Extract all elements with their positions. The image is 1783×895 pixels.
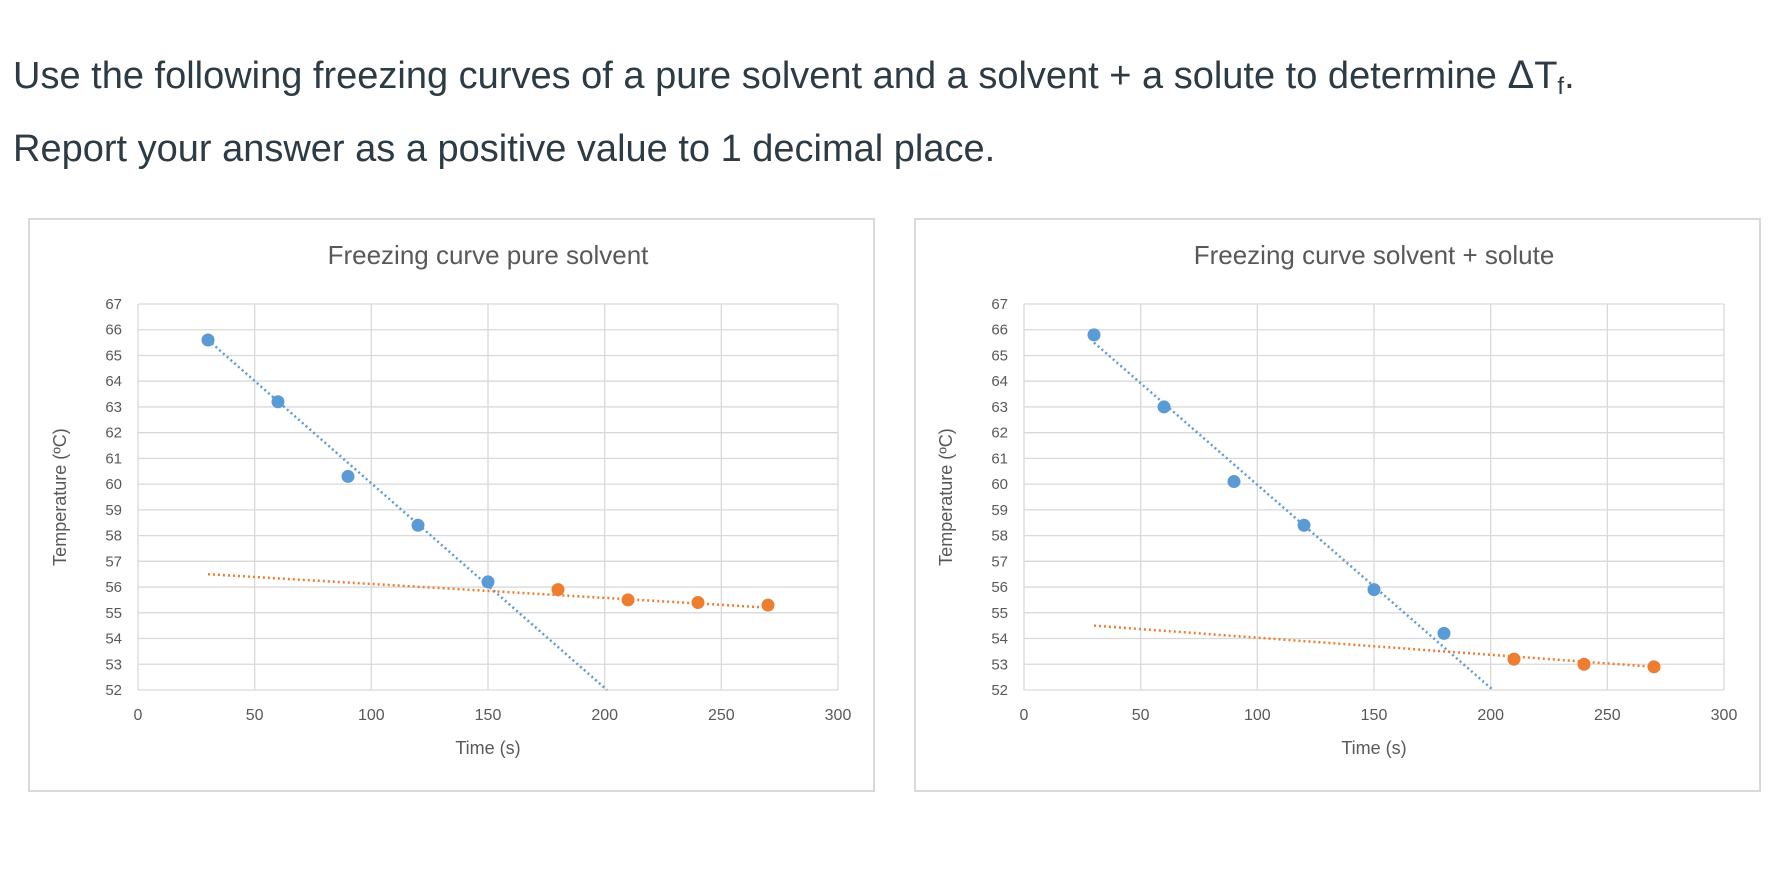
y-tick-label: 55 bbox=[991, 605, 1008, 622]
x-tick-label: 250 bbox=[708, 707, 735, 724]
x-tick-label: 100 bbox=[358, 707, 385, 724]
y-tick-label: 66 bbox=[105, 322, 122, 339]
x-axis-label: Time (s) bbox=[1341, 738, 1406, 758]
data-point bbox=[1437, 626, 1451, 640]
data-point bbox=[1297, 518, 1311, 532]
y-tick-label: 58 bbox=[991, 528, 1008, 545]
trendline bbox=[207, 339, 608, 691]
x-tick-label: 200 bbox=[591, 707, 618, 724]
chart-title: Freezing curve pure solvent bbox=[328, 240, 650, 270]
t-subscript: f bbox=[1557, 73, 1565, 100]
data-point bbox=[691, 596, 705, 610]
y-tick-label: 53 bbox=[991, 656, 1008, 673]
data-point bbox=[271, 395, 285, 409]
y-tick-label: 67 bbox=[105, 296, 122, 313]
data-point bbox=[761, 598, 775, 612]
x-tick-label: 300 bbox=[1711, 707, 1738, 724]
y-tick-label: 54 bbox=[105, 631, 122, 648]
data-point bbox=[341, 469, 355, 483]
data-point bbox=[481, 575, 495, 589]
data-point bbox=[1157, 400, 1171, 414]
x-tick-label: 0 bbox=[1020, 707, 1029, 724]
x-tick-label: 300 bbox=[825, 707, 852, 724]
y-tick-label: 59 bbox=[991, 502, 1008, 519]
y-tick-label: 55 bbox=[105, 605, 122, 622]
y-tick-label: 65 bbox=[105, 347, 122, 364]
delta-symbol: Δ bbox=[1507, 53, 1535, 97]
y-tick-label: 57 bbox=[105, 553, 122, 570]
x-axis-label: Time (s) bbox=[455, 738, 520, 758]
y-axis-label: Temperature (ºC) bbox=[936, 428, 956, 566]
y-tick-label: 63 bbox=[991, 399, 1008, 416]
question-line-1-text: Use the following freezing curves of a p… bbox=[13, 55, 1508, 97]
y-tick-label: 54 bbox=[991, 631, 1008, 648]
question-text: Use the following freezing curves of a p… bbox=[13, 44, 1753, 180]
chart-solvent-solute: 52 53 54 55 56 57 58 59 60 61 62 63 64 65 66 67 0 50 100 15… bbox=[914, 218, 1761, 792]
y-tick-label: 52 bbox=[991, 682, 1008, 699]
trendline bbox=[207, 572, 769, 609]
y-tick-label: 60 bbox=[105, 476, 122, 493]
chart-solvent-solute-svg: 52 53 54 55 56 57 58 59 60 61 62 63 64 65 66 67 0 50 100 15… bbox=[936, 240, 1738, 758]
x-tick-label: 50 bbox=[246, 707, 264, 724]
data-point bbox=[411, 518, 425, 532]
x-tick-label: 0 bbox=[134, 707, 143, 724]
y-tick-label: 67 bbox=[991, 296, 1008, 313]
chart-pure-solvent-svg: 52 53 54 55 56 57 58 59 60 61 62 63 64 65 66 67 0 50 100 15… bbox=[50, 240, 852, 758]
y-tick-label: 63 bbox=[105, 399, 122, 416]
t-symbol: T bbox=[1534, 55, 1558, 97]
y-tick-label: 53 bbox=[105, 656, 122, 673]
y-tick-label: 62 bbox=[991, 425, 1008, 442]
x-tick-label: 250 bbox=[1594, 707, 1621, 724]
data-point bbox=[201, 333, 215, 347]
y-tick-label: 59 bbox=[105, 502, 122, 519]
question-line-1: Use the following freezing curves of a p… bbox=[13, 44, 1753, 118]
y-tick-label: 65 bbox=[991, 347, 1008, 364]
y-tick-label: 56 bbox=[991, 579, 1008, 596]
x-tick-label: 150 bbox=[475, 707, 502, 724]
data-point bbox=[1577, 657, 1591, 671]
x-tick-label: 50 bbox=[1132, 707, 1150, 724]
y-tick-label: 62 bbox=[105, 425, 122, 442]
y-tick-label: 57 bbox=[991, 553, 1008, 570]
x-tick-label: 150 bbox=[1361, 707, 1388, 724]
question-line-1-period: . bbox=[1564, 55, 1575, 97]
y-tick-label: 61 bbox=[991, 450, 1008, 467]
y-tick-label: 64 bbox=[105, 373, 122, 390]
y-tick-label: 52 bbox=[105, 682, 122, 699]
chart-title: Freezing curve solvent + solute bbox=[1194, 240, 1555, 270]
y-tick-label: 56 bbox=[105, 579, 122, 596]
trendline bbox=[1093, 624, 1655, 669]
data-point bbox=[1647, 660, 1661, 674]
y-axis-label: Temperature (ºC) bbox=[50, 428, 70, 566]
trendline bbox=[1093, 341, 1494, 691]
data-point bbox=[551, 583, 565, 597]
data-point bbox=[1227, 475, 1241, 489]
x-tick-label: 200 bbox=[1477, 707, 1504, 724]
data-point bbox=[1507, 652, 1521, 666]
question-line-2: Report your answer as a positive value t… bbox=[13, 128, 996, 170]
y-tick-label: 66 bbox=[991, 322, 1008, 339]
chart-pure-solvent: 52 53 54 55 56 57 58 59 60 61 62 63 64 65 66 67 0 50 100 15… bbox=[28, 218, 875, 792]
y-tick-label: 61 bbox=[105, 450, 122, 467]
y-tick-label: 64 bbox=[991, 373, 1008, 390]
y-tick-label: 60 bbox=[991, 476, 1008, 493]
y-tick-label: 58 bbox=[105, 528, 122, 545]
data-point bbox=[1087, 328, 1101, 342]
data-point bbox=[621, 593, 635, 607]
data-point bbox=[1367, 583, 1381, 597]
x-tick-label: 100 bbox=[1244, 707, 1271, 724]
